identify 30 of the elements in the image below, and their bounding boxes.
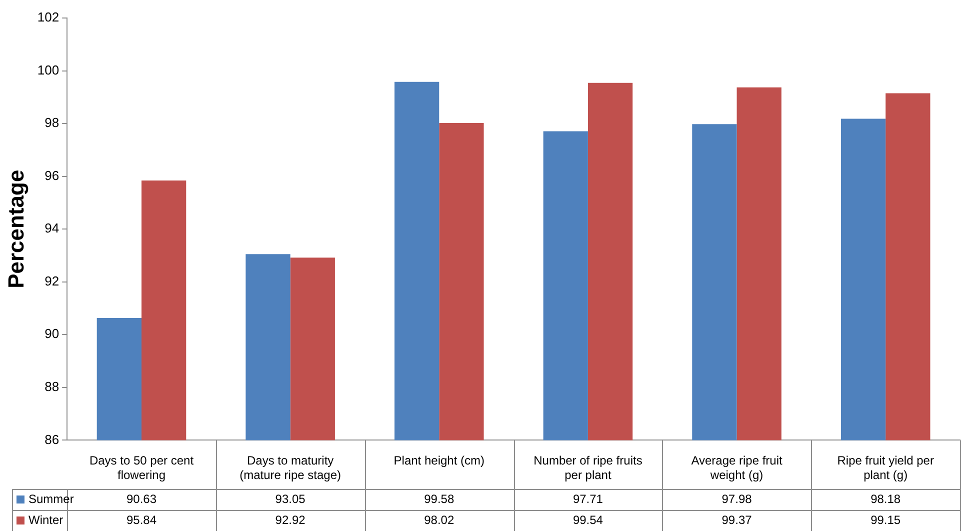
x-tick-label: Days to 50 per cent flowering [89, 454, 194, 482]
legend-label: Summer [28, 492, 74, 506]
y-tick-label: 98 [44, 115, 60, 130]
data-label: 90.63 [126, 492, 157, 506]
data-label: 98.18 [870, 492, 901, 506]
x-tick-label: Number of ripe fruits per plant [534, 454, 642, 482]
y-tick-label: 96 [44, 168, 60, 183]
x-tick-label: Ripe fruit yield per plant (g) [837, 454, 934, 482]
data-label: 95.84 [126, 512, 157, 527]
data-label: 92.92 [275, 512, 306, 527]
data-label: 97.71 [572, 492, 604, 506]
data-label: 97.98 [722, 492, 752, 506]
x-tick-label: Plant height (cm) [394, 454, 484, 468]
y-tick-label: 100 [37, 62, 60, 78]
data-label: 93.05 [275, 492, 306, 506]
data-label: 99.58 [424, 492, 454, 506]
y-tick-label: 102 [37, 10, 60, 25]
data-label: 98.02 [424, 512, 454, 527]
y-tick-label: 88 [44, 379, 60, 394]
x-tick-label: Average ripe fruit weight (g) [691, 454, 784, 482]
x-tick-label: Days to maturity (mature ripe stage) [240, 454, 342, 482]
data-label: 99.54 [572, 512, 604, 527]
y-tick-label: 86 [44, 432, 60, 447]
legend-label: Winter [28, 512, 64, 527]
y-tick-label: 94 [44, 220, 60, 236]
data-label: 99.37 [722, 512, 752, 527]
y-axis-title: Percentage [3, 170, 28, 288]
y-tick-label: 92 [44, 273, 60, 288]
y-tick-label: 90 [44, 326, 60, 342]
data-label: 99.15 [870, 512, 901, 527]
